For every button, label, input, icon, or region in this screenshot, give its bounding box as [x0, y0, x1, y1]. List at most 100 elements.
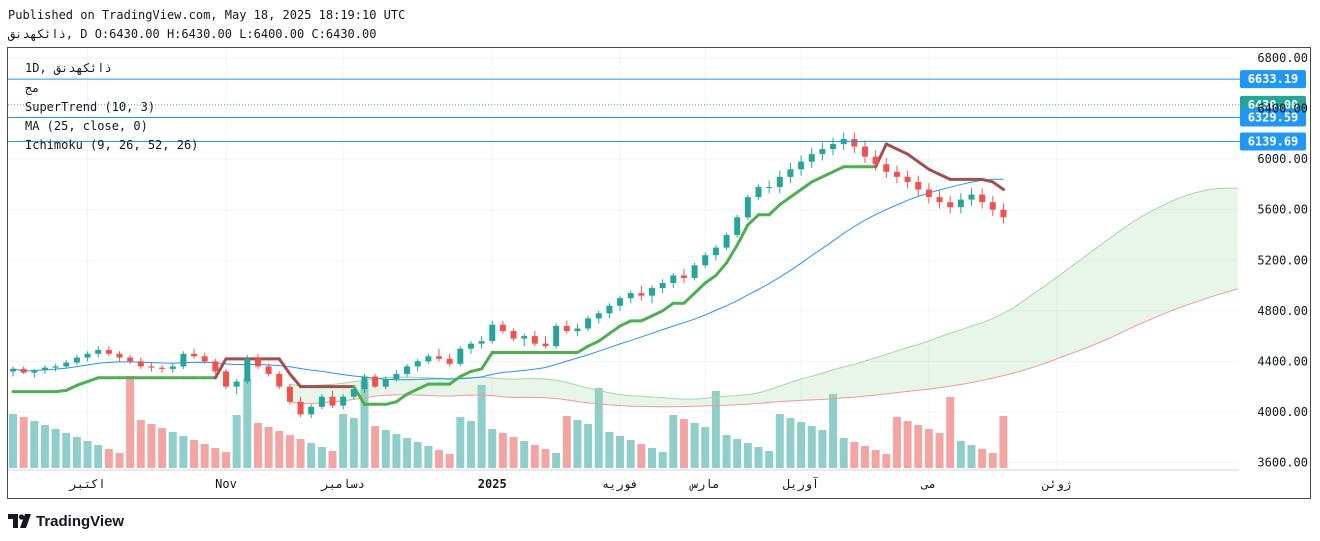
volume-bar: [594, 388, 603, 468]
supertrend-segment: [277, 357, 292, 376]
x-tick-label: مارس: [689, 477, 720, 492]
chart-frame[interactable]: 6633.19 6430.00 6329.59 6139.69 6800.00 6400.…: [7, 47, 1311, 499]
tradingview-logo[interactable]: TradingView: [8, 510, 124, 532]
y-tick-label: 6400.00: [1257, 102, 1308, 116]
candle-body: [862, 146, 868, 157]
supertrend-segment: [458, 369, 473, 379]
supertrend-segment: [906, 152, 920, 164]
volume-bar: [243, 379, 252, 468]
supertrend-segment: [54, 388, 68, 394]
y-tick-label: 3600.00: [1257, 455, 1308, 469]
volume-bar: [413, 442, 422, 468]
volume-bar: [658, 452, 667, 468]
candle-body: [1000, 209, 1007, 218]
candle-body: [63, 362, 70, 367]
volume-bar: [328, 451, 337, 468]
candle-body: [361, 376, 368, 390]
volume-bar: [797, 422, 806, 468]
volume-bar: [829, 394, 838, 468]
legend-supertrend[interactable]: SuperTrend (10, 3): [25, 100, 156, 114]
candle-body: [563, 325, 570, 332]
x-tick-label: Nov: [215, 477, 237, 491]
volume-bar: [360, 382, 369, 468]
candle-body: [95, 349, 102, 354]
candle-body: [670, 275, 677, 284]
candle-body: [233, 381, 240, 387]
legend-ichimoku[interactable]: Ichimoku (9, 26, 52, 26): [25, 138, 199, 152]
x-tick-label: اکتبر: [68, 477, 105, 492]
candle-body: [787, 169, 794, 177]
candle-body: [606, 305, 613, 314]
header-symbol: ذائكهدنق: [8, 27, 66, 41]
volume-bar: [509, 437, 518, 468]
volume-bar: [903, 421, 912, 468]
tradingview-logo-icon: [8, 514, 31, 528]
candle-body: [957, 199, 964, 208]
brand-name: TradingView: [36, 512, 125, 530]
volume-bar: [72, 437, 81, 468]
volume-bar: [147, 424, 156, 468]
volume-bar: [743, 443, 752, 468]
volume-bar: [94, 445, 103, 468]
volume-bar: [807, 426, 816, 468]
volume-bar: [669, 415, 678, 468]
candle-body: [201, 356, 208, 362]
candle-body: [297, 401, 304, 415]
volume-bar: [626, 440, 635, 468]
volume-bar: [40, 425, 49, 468]
legend-subtitle: مج: [25, 81, 40, 95]
candle-body: [638, 293, 645, 296]
volume-bar: [562, 416, 571, 468]
supertrend-segment: [639, 314, 654, 323]
legend-ma[interactable]: MA (25, close, 0): [25, 119, 148, 133]
volume-bar: [573, 420, 582, 468]
supertrend-segment: [714, 261, 729, 277]
supertrend-segment: [597, 332, 611, 343]
volume-bar: [701, 427, 710, 468]
x-tick-label: فوریه: [602, 477, 638, 492]
candle-body: [414, 361, 421, 367]
candle-body: [318, 396, 325, 407]
candle-body: [872, 156, 879, 165]
candle-body: [691, 265, 698, 278]
candle-body: [851, 138, 858, 147]
ohlc-line: ذائكهدنق, D O:6430.00 H:6430.00 L:6400.0…: [8, 27, 376, 41]
y-tick-label: 4800.00: [1257, 304, 1308, 318]
volume-bar: [232, 415, 241, 468]
candle-body: [893, 171, 900, 177]
candle-body: [723, 234, 730, 248]
candle-body: [436, 356, 442, 359]
candle-body: [382, 379, 389, 387]
candle-body: [574, 328, 581, 332]
x-tick-label: می: [921, 477, 936, 491]
candle-body: [52, 366, 59, 368]
candle-body: [947, 202, 954, 208]
volume-bar: [9, 414, 17, 468]
x-tick-label: ژوئن: [1041, 477, 1071, 492]
candle-body: [191, 353, 198, 357]
supertrend-segment: [384, 400, 398, 406]
candle-body: [73, 357, 80, 363]
volume-bar: [200, 444, 209, 468]
candle-body: [329, 396, 336, 406]
moving-average-line: [12, 178, 1004, 381]
supertrend-segment: [618, 319, 633, 328]
volume-bar: [435, 450, 443, 468]
volume-bar: [967, 445, 976, 468]
candle-body: [159, 367, 166, 369]
published-info: Published on TradingView.com, May 18, 20…: [8, 8, 406, 22]
candle-body: [915, 181, 922, 190]
volume-bar: [285, 435, 294, 468]
volume-bar: [456, 417, 465, 468]
candle-body: [244, 358, 251, 382]
supertrend-segment: [416, 382, 430, 391]
volume-bar: [30, 421, 39, 468]
candle-body: [883, 164, 890, 172]
candle-body: [734, 217, 741, 235]
legend-symbol: ذائكهدنق: [53, 61, 112, 75]
y-tick-label: 5200.00: [1257, 253, 1308, 267]
supertrend-segment: [480, 350, 494, 371]
candle-body: [425, 356, 432, 362]
volume-bar: [861, 446, 869, 468]
